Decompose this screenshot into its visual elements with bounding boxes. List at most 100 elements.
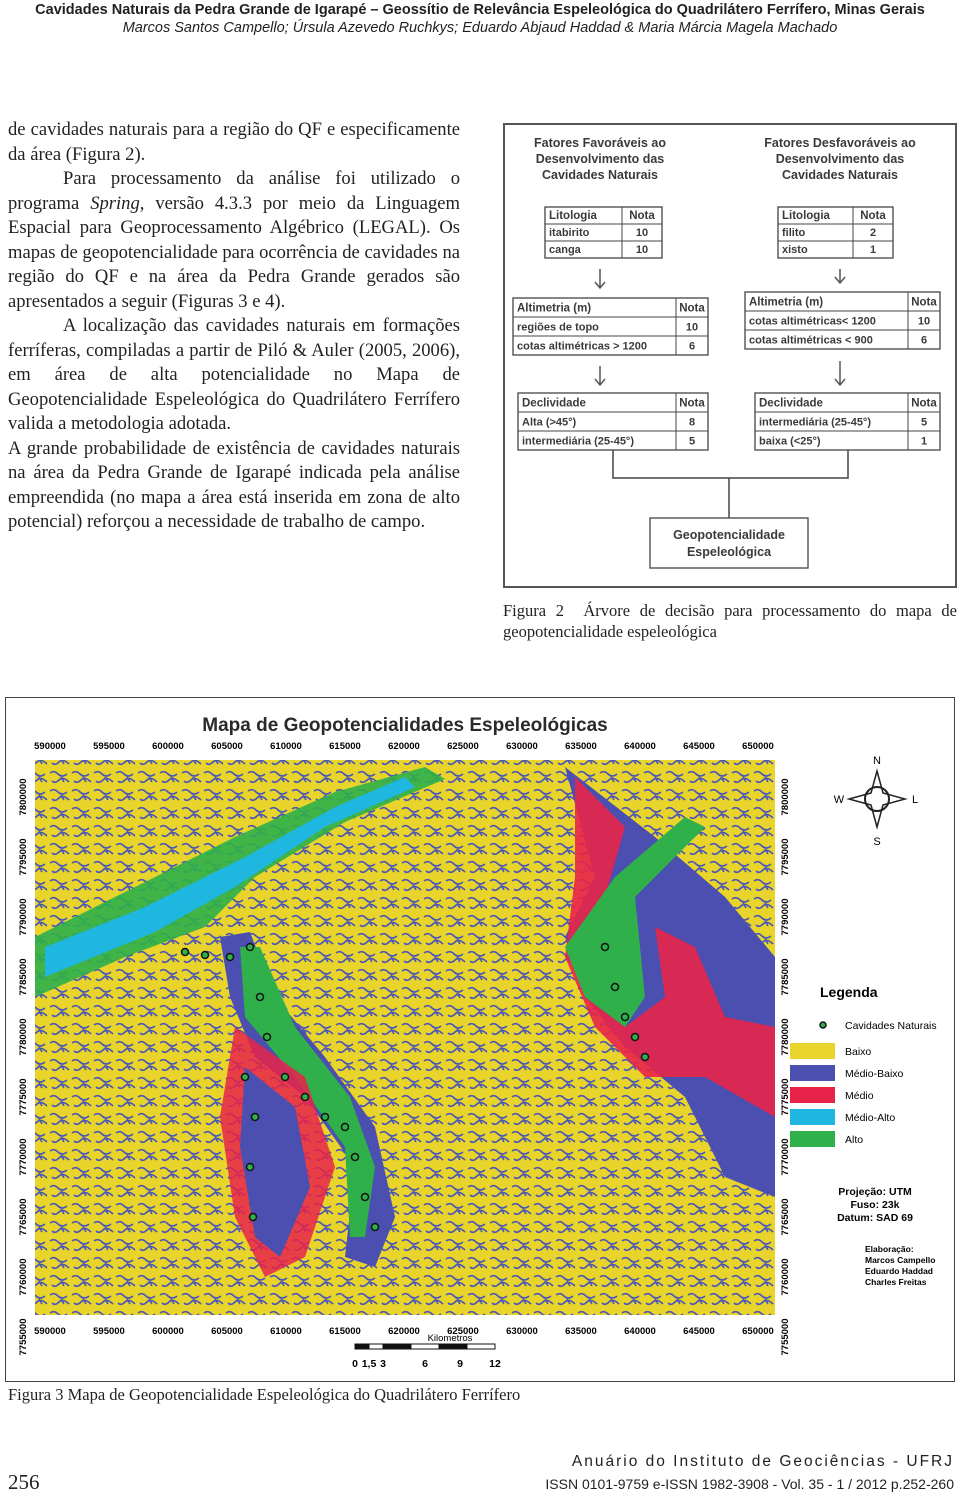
x-coord: 625000 <box>447 741 479 752</box>
cave-point <box>245 1162 255 1172</box>
table-cell: cotas altimétricas< 1200 <box>749 316 876 328</box>
table-box <box>544 206 663 259</box>
cave-point <box>180 947 190 957</box>
y-coord: 7760000 <box>18 1259 29 1296</box>
table-cell: cotas altimétricas > 1200 <box>517 341 647 353</box>
cave-point <box>280 1072 290 1082</box>
y-coord: 7785000 <box>18 959 29 996</box>
x-coord: 635000 <box>565 741 597 752</box>
table-header: Declividade <box>522 398 586 410</box>
y-coord: 7800000 <box>18 779 29 816</box>
scale-label: 1,5 <box>362 1358 377 1370</box>
caption-text: Árvore de decisão para processamento do … <box>503 601 957 641</box>
cave-point <box>262 1032 272 1042</box>
text-run: de cavidades naturais para a região do Q… <box>8 119 460 165</box>
factor-title: Fatores Desfavoráveis ao <box>764 136 916 150</box>
scale-label: 3 <box>380 1358 386 1370</box>
cave-point <box>600 942 610 952</box>
journal: Anuário do Instituto de Geociências - UF… <box>571 1453 954 1470</box>
x-coord: 615000 <box>329 1326 361 1337</box>
x-coord: 650000 <box>742 1326 774 1337</box>
cave-point <box>255 992 265 1002</box>
legend-label: Baixo <box>845 1046 871 1058</box>
table-cell: regiões de topo <box>517 322 599 334</box>
text-run: , versão 4.3.3 por meio da Linguagem Esp… <box>8 192 460 312</box>
compass-label: L <box>912 794 918 806</box>
text-run: Spring <box>90 192 140 214</box>
compass-label: N <box>873 755 881 767</box>
decision-tree: Fatores Favoráveis ao Desenvolvimento das… <box>503 123 957 588</box>
x-coord: 600000 <box>152 741 184 752</box>
y-coord: 7795000 <box>780 839 791 876</box>
result-text: Geopotencialidade <box>673 528 785 542</box>
y-coord: 7790000 <box>780 899 791 936</box>
credits: Marcos Campello <box>865 1255 935 1265</box>
table-header: Altimetria (m) <box>749 297 823 309</box>
connector <box>612 450 849 479</box>
result-box <box>649 517 809 569</box>
table-cell: intermediária (25-45°) <box>759 417 871 429</box>
x-coord: 590000 <box>34 1326 66 1337</box>
scale-segment <box>466 1343 496 1350</box>
table-header: Altimetria (m) <box>517 303 591 315</box>
y-coord: 7795000 <box>18 839 29 876</box>
legend-swatch <box>790 1065 835 1081</box>
cave-point <box>300 1092 310 1102</box>
factor-title: Cavidades Naturais <box>782 168 898 182</box>
projection: Datum: SAD 69 <box>837 1212 913 1224</box>
cave-point <box>630 1032 640 1042</box>
y-coord: 7775000 <box>18 1079 29 1116</box>
x-coord: 645000 <box>683 1326 715 1337</box>
x-coord: 610000 <box>270 741 302 752</box>
cave-point <box>620 1012 630 1022</box>
cave-point <box>340 1122 350 1132</box>
table-box <box>777 206 894 259</box>
cave-point <box>610 982 620 992</box>
legend-title: Legenda <box>820 984 878 1000</box>
y-coord: 7770000 <box>18 1139 29 1176</box>
legend-label: Alto <box>845 1134 863 1146</box>
map-title: Mapa de Geopotencialidades Espeleológica… <box>202 715 607 736</box>
arrow-head <box>834 276 846 285</box>
table-header: Declividade <box>759 398 823 410</box>
x-coord: 615000 <box>329 741 361 752</box>
figure-caption: Figura 3 Mapa de Geopotencialidade Espel… <box>8 1385 521 1404</box>
x-coord: 650000 <box>742 741 774 752</box>
credits: Eduardo Haddad <box>865 1266 933 1276</box>
table-cell: 1 <box>870 244 876 256</box>
x-coord: 590000 <box>34 741 66 752</box>
table-cell: filito <box>782 227 805 239</box>
table-header: Nota <box>679 398 705 410</box>
legend-swatch <box>790 1131 835 1147</box>
projection: Projeção: UTM <box>838 1186 912 1198</box>
compass-label: W <box>834 794 845 806</box>
table-cell: 10 <box>918 316 930 328</box>
map-figure: Mapa de Geopotencialidades Espeleológica… <box>5 697 955 1382</box>
legend-label: Médio-Baixo <box>845 1068 904 1080</box>
projection: Fuso: 23k <box>850 1199 899 1211</box>
credits: Charles Freitas <box>865 1277 927 1287</box>
y-coord: 7790000 <box>18 899 29 936</box>
cave-point <box>225 952 235 962</box>
x-coord: 625000 <box>447 1326 479 1337</box>
x-coord: 605000 <box>211 1326 243 1337</box>
arrow-head <box>834 378 846 387</box>
compass <box>864 786 890 812</box>
table-header: Litologia <box>549 210 598 222</box>
table-header: Nota <box>911 297 937 309</box>
table-header: Litologia <box>782 210 831 222</box>
scale-unit: Kilometros <box>428 1333 473 1344</box>
y-coord: 7785000 <box>780 959 791 996</box>
table-cell: 10 <box>636 227 648 239</box>
legend-swatch <box>790 1043 835 1059</box>
x-coord: 600000 <box>152 1326 184 1337</box>
cave-point <box>350 1152 360 1162</box>
table-header: Nota <box>629 210 655 222</box>
x-coord: 640000 <box>624 1326 656 1337</box>
table-header: Nota <box>679 303 705 315</box>
x-coord: 595000 <box>93 741 125 752</box>
x-coord: 620000 <box>388 741 420 752</box>
header-title: Cavidades Naturais da Pedra Grande de Ig… <box>35 2 925 18</box>
cave-point <box>360 1192 370 1202</box>
header-authors: Marcos Santos Campello; Úrsula Azevedo R… <box>122 20 838 36</box>
